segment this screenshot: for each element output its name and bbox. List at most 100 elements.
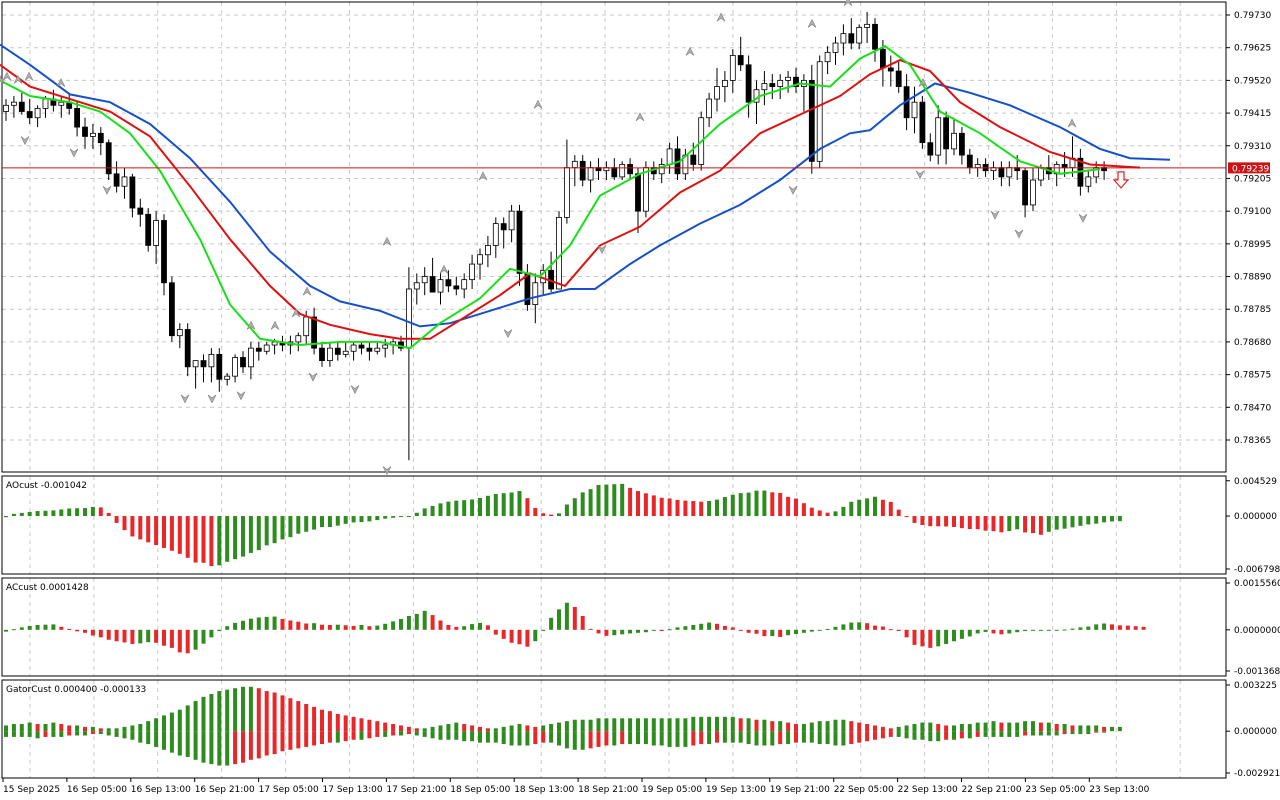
histogram-bar [699, 623, 704, 630]
histogram-bar [288, 516, 293, 538]
candle-body [200, 360, 207, 368]
candle-body [445, 279, 452, 287]
gator-bar [312, 731, 317, 746]
gator-pane[interactable] [1, 679, 1227, 779]
fractal-up-icon [1067, 118, 1077, 128]
fractal-up-icon [685, 46, 695, 56]
fractal-up-icon [533, 99, 543, 109]
gator-bar [1062, 731, 1067, 735]
candle-body [737, 55, 744, 66]
gator-bar [90, 726, 95, 732]
histogram-bar [59, 509, 64, 517]
histogram-bar [296, 621, 301, 630]
fractal-down-icon [1078, 214, 1088, 223]
histogram-bar [454, 500, 459, 517]
histogram-bar [572, 498, 577, 517]
gator-bar [738, 731, 743, 743]
gator-bar [722, 731, 727, 743]
histogram-bar [335, 624, 340, 630]
histogram-bar [612, 484, 617, 517]
ao-pane[interactable] [1, 475, 1227, 575]
gator-bar [1054, 731, 1059, 736]
histogram-bar [272, 516, 277, 544]
gator-bar [27, 731, 32, 737]
histogram-bar [138, 516, 143, 540]
gator-bar [794, 731, 798, 743]
gator-bar [849, 731, 854, 745]
candle-body [97, 132, 104, 144]
main-pane[interactable] [1, 1, 1227, 473]
candle [200, 354, 207, 383]
candle [121, 167, 128, 199]
fractal-up-icon [24, 71, 34, 81]
gator-bar [162, 715, 166, 732]
candle [990, 161, 997, 181]
histogram-bar [612, 629, 617, 636]
candle [247, 341, 254, 380]
histogram-bar [106, 629, 111, 640]
candle-body [729, 55, 736, 81]
gator-bar [327, 731, 332, 743]
axis-tick-label: 0.000000 [1234, 512, 1277, 522]
histogram-bar [414, 613, 419, 630]
fractal-down-icon [102, 186, 112, 195]
fractal-down-icon [180, 394, 190, 404]
histogram-bar [320, 624, 324, 630]
axis-tick-label: -0.002921 [1234, 769, 1280, 779]
gator-bar [130, 731, 135, 740]
candle [1101, 161, 1107, 181]
histogram-bar [1094, 516, 1099, 524]
candle-body [113, 173, 120, 187]
fractal-down-icon [382, 466, 392, 476]
histogram-bar [327, 516, 332, 528]
gator-bar [580, 731, 585, 750]
time-tick-label: 15 Sep 2025 [3, 785, 60, 795]
price-chart[interactable] [0, 0, 1171, 476]
gator-bar [517, 724, 522, 732]
histogram-bar [233, 622, 238, 630]
histogram-bar [604, 484, 609, 517]
gator-bar [904, 731, 909, 739]
histogram-bar [154, 629, 159, 643]
gator-bar [912, 731, 917, 740]
gator-bar [19, 731, 24, 737]
candle [1006, 161, 1013, 187]
time-tick-label: 17 Sep 13:00 [323, 785, 383, 795]
candle [714, 67, 720, 112]
histogram-bar [446, 625, 451, 630]
ac-pane[interactable] [1, 577, 1227, 677]
histogram-bar [604, 629, 609, 636]
gator-bar [880, 731, 885, 739]
candle [105, 139, 112, 181]
candle [82, 117, 88, 149]
candle [461, 273, 468, 299]
candle [382, 338, 389, 358]
candle [3, 99, 9, 121]
histogram-bar [675, 627, 680, 630]
gator-bar [667, 718, 672, 732]
histogram-bar [999, 516, 1004, 533]
histogram-bar [169, 629, 174, 648]
candle [326, 341, 333, 367]
candle [390, 338, 397, 355]
gator-bar [596, 731, 601, 747]
histogram-bar [825, 628, 830, 630]
axis-tick-label: 0.003225 [1234, 681, 1277, 691]
gator-bar [209, 693, 214, 732]
gator-bar [604, 718, 609, 732]
histogram-bar [406, 615, 411, 630]
gator-bar [225, 689, 230, 732]
gator-bar [730, 731, 735, 743]
candle-body [690, 154, 697, 165]
gator-bar [786, 731, 791, 745]
histogram-bar [999, 629, 1004, 635]
candle-body [658, 164, 665, 175]
candle [856, 24, 863, 50]
gator-bar [248, 686, 253, 732]
candle-body [761, 83, 768, 91]
histogram-bar [738, 629, 743, 631]
gator-bar [106, 731, 111, 736]
histogram-bar [201, 629, 206, 644]
histogram-bar [122, 629, 127, 643]
